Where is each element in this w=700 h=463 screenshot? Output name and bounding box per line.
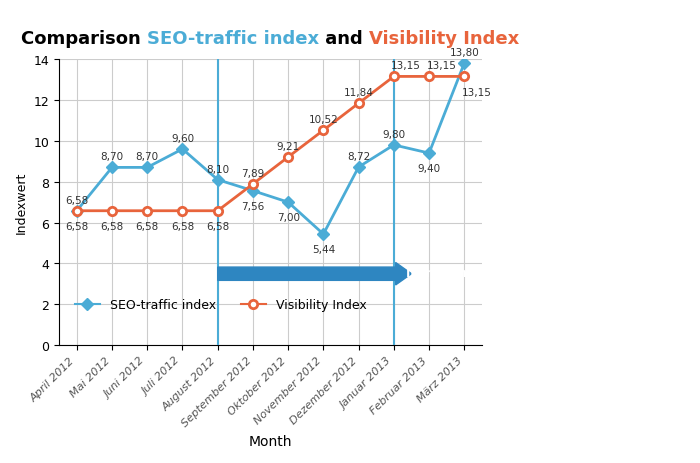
Text: Comparison: Comparison xyxy=(21,30,147,48)
Text: 10,52: 10,52 xyxy=(309,115,338,125)
Text: 6,58: 6,58 xyxy=(65,221,88,232)
Text: 8,70: 8,70 xyxy=(100,152,124,162)
Text: 9,40: 9,40 xyxy=(417,164,440,174)
Text: 6,58: 6,58 xyxy=(171,221,194,232)
Text: Increasing Rankings (Sept. 12 - Jan. 13): Increasing Rankings (Sept. 12 - Jan. 13) xyxy=(405,266,669,279)
Text: 9,60: 9,60 xyxy=(171,133,194,144)
FancyArrow shape xyxy=(218,263,412,285)
Text: 7,56: 7,56 xyxy=(241,201,265,212)
Y-axis label: Indexwert: Indexwert xyxy=(15,172,28,234)
Text: 9,21: 9,21 xyxy=(276,142,300,151)
Text: 8,72: 8,72 xyxy=(347,151,370,162)
Text: 7,89: 7,89 xyxy=(241,169,265,178)
Text: 13,80: 13,80 xyxy=(449,48,480,58)
Text: 5,44: 5,44 xyxy=(312,245,335,255)
Text: 13,15: 13,15 xyxy=(462,88,491,97)
Text: SEO-traffic index: SEO-traffic index xyxy=(147,30,319,48)
Text: 6,58: 6,58 xyxy=(136,221,159,232)
Text: 7,00: 7,00 xyxy=(276,213,300,223)
Text: 8,10: 8,10 xyxy=(206,164,230,174)
Text: 13,15: 13,15 xyxy=(426,61,456,71)
Text: and: and xyxy=(319,30,370,48)
Text: 6,58: 6,58 xyxy=(206,221,230,232)
X-axis label: Month: Month xyxy=(248,434,293,448)
Text: 9,80: 9,80 xyxy=(382,130,405,139)
Text: 6,58: 6,58 xyxy=(65,195,88,205)
Text: 6,58: 6,58 xyxy=(100,221,124,232)
Text: 13,15: 13,15 xyxy=(391,61,421,71)
Legend: SEO-traffic index, Visibility Index: SEO-traffic index, Visibility Index xyxy=(69,294,372,316)
Text: 8,70: 8,70 xyxy=(136,152,159,162)
Text: 11,84: 11,84 xyxy=(344,88,374,98)
Text: Visibility Index: Visibility Index xyxy=(370,30,519,48)
